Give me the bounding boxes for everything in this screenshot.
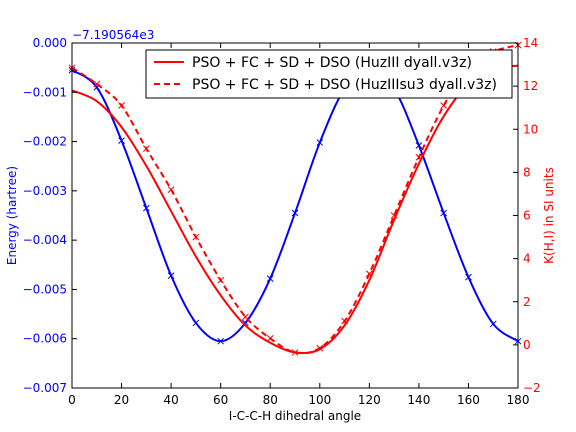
x-tick-label: 140 — [407, 393, 430, 407]
right-tick-label: −2 — [523, 381, 541, 395]
x-tick-label: 0 — [68, 393, 76, 407]
legend-entry-huziiisu3: PSO + FC + SD + DSO (HuzIIIsu3 dyall.v3z… — [192, 77, 497, 93]
x-tick-label: 80 — [263, 393, 278, 407]
energy-series-point — [192, 319, 200, 327]
k-huziiisu3-series-point — [341, 317, 348, 325]
right-axis-ticks: −2 0 2 4 6 8 10 12 14 — [513, 36, 541, 395]
left-tick-label: −0.005 — [23, 282, 67, 296]
plot-content — [68, 41, 522, 356]
x-tick-label: 120 — [358, 393, 381, 407]
energy-series-point — [291, 209, 299, 217]
left-axis-ticks: 0.000 −0.001 −0.002 −0.003 −0.004 −0.005 −0.00… — [23, 36, 77, 395]
k-huziiisu3-series-point — [217, 276, 225, 284]
right-tick-label: 8 — [523, 165, 531, 179]
energy-series-point — [415, 142, 423, 149]
k-huziiisu3-series-point — [118, 102, 125, 109]
right-axis-label: K(H,I) in SI units — [542, 167, 556, 264]
k-huziiisu3-series-point — [242, 313, 249, 321]
left-axis-offset-label: −7.190564e3 — [72, 28, 154, 42]
x-tick-label: 180 — [507, 393, 530, 407]
x-tick-label: 20 — [114, 393, 129, 407]
x-tick-label: 100 — [308, 393, 331, 407]
energy-series-point — [489, 320, 497, 328]
left-tick-label: −0.001 — [23, 85, 67, 99]
right-tick-label: 14 — [523, 36, 538, 50]
right-tick-label: 10 — [523, 122, 538, 136]
x-axis-ticks: 0 20 40 60 80 100 120 140 160 180 — [68, 43, 529, 407]
energy-series-line — [71, 67, 519, 343]
energy-series-point — [316, 139, 324, 146]
k-huziiisu3-series-point — [316, 344, 324, 352]
k-huziiisu3-series-point — [93, 80, 101, 88]
energy-series-point — [118, 137, 125, 144]
k-huziii-series — [71, 64, 519, 355]
energy-series-point — [266, 275, 274, 282]
x-tick-label: 160 — [457, 393, 480, 407]
x-axis-label: I-C-C-H dihedral angle — [229, 409, 361, 423]
k-huziiisu3-series-point — [365, 270, 373, 278]
energy-series-point — [440, 209, 448, 217]
k-huziiisu3-series-point — [192, 233, 200, 241]
left-tick-label: −0.007 — [23, 381, 67, 395]
left-tick-label: 0.000 — [33, 36, 67, 50]
energy-series-point — [217, 337, 225, 345]
legend: PSO + FC + SD + DSO (HuzIII dyall.v3z) P… — [145, 49, 513, 99]
right-tick-label: 2 — [523, 295, 531, 309]
legend-box — [145, 49, 513, 99]
x-tick-label: 60 — [213, 393, 228, 407]
k-huziiisu3-series-point — [291, 349, 299, 356]
right-tick-label: 12 — [523, 79, 538, 93]
k-huziiisu3-series-point — [167, 186, 175, 193]
legend-entry-huziii: PSO + FC + SD + DSO (HuzIII dyall.v3z) — [192, 55, 472, 71]
energy-series-point — [465, 273, 472, 281]
right-tick-label: 0 — [523, 338, 531, 352]
energy-series-point — [142, 204, 150, 212]
left-tick-label: −0.006 — [23, 332, 67, 346]
energy-series-point — [167, 272, 175, 279]
left-tick-label: −0.002 — [23, 135, 67, 149]
k-huziii-series-line — [71, 64, 519, 355]
x-tick-label: 40 — [163, 393, 178, 407]
left-tick-label: −0.003 — [23, 184, 67, 198]
right-tick-label: 4 — [523, 252, 531, 266]
k-huziiisu3-series-point — [390, 212, 398, 219]
k-huziiisu3-series-point — [266, 335, 274, 342]
energy-series — [68, 65, 522, 345]
k-huziiisu3-series-point — [440, 102, 448, 109]
left-axis-label: Energy (hartree) — [5, 166, 19, 265]
right-tick-label: 6 — [523, 209, 531, 223]
energy-series-point — [242, 319, 249, 327]
k-huziiisu3-series-point — [142, 145, 150, 153]
left-tick-label: −0.004 — [23, 233, 67, 247]
k-huziiisu3-series-point — [415, 153, 423, 161]
